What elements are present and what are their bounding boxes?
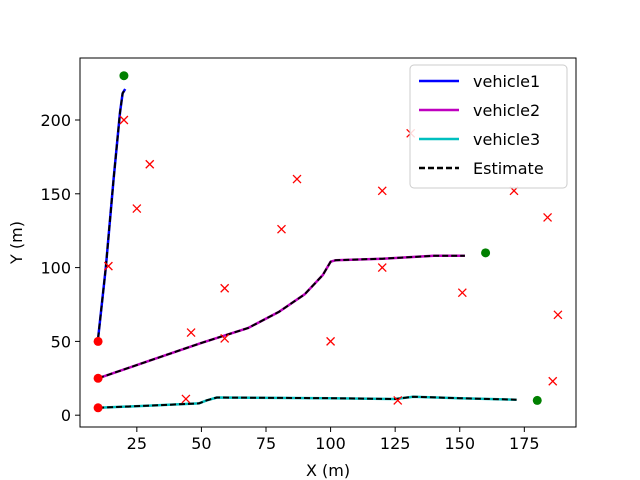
start-point	[93, 403, 103, 413]
goal-point	[119, 71, 129, 81]
goal-point	[532, 395, 542, 405]
estimate-line-vehicle1	[97, 88, 127, 339]
landmark-marker	[457, 288, 467, 298]
landmark-marker	[181, 394, 191, 404]
landmark-marker	[220, 333, 230, 343]
axes: 25 50 75 100 125 150 175 0 50 100 150 200	[40, 111, 539, 453]
landmark-marker	[292, 174, 302, 184]
landmark-stroke	[457, 288, 467, 298]
start-point	[93, 373, 103, 383]
x-tick-label: 75	[256, 434, 276, 453]
landmark-marker	[326, 336, 336, 346]
landmark-stroke	[548, 376, 558, 386]
landmark-marker	[377, 263, 387, 273]
landmark-stroke	[181, 394, 191, 404]
y-tick-label: 0	[61, 406, 71, 425]
landmark-stroke	[132, 204, 142, 214]
y-axis-label: Y (m)	[7, 221, 26, 265]
legend-label-vehicle1: vehicle1	[473, 72, 540, 91]
landmark-marker	[186, 328, 196, 337]
estimate-line-vehicle2	[97, 254, 465, 380]
landmark-marker	[277, 224, 286, 234]
landmark-marker	[393, 395, 403, 405]
y-tick-label: 50	[51, 332, 71, 351]
landmark-stroke	[103, 261, 113, 271]
legend-label-vehicle2: vehicle2	[473, 101, 540, 120]
landmark-stroke	[186, 328, 196, 337]
x-tick-label: 175	[509, 434, 540, 453]
x-tick-label: 125	[380, 434, 411, 453]
landmark-stroke	[553, 310, 563, 320]
y-tick-label: 100	[40, 259, 71, 278]
y-tick-label: 200	[40, 111, 71, 130]
landmark-marker	[553, 310, 563, 320]
x-tick-label: 25	[127, 434, 147, 453]
legend: vehicle1 vehicle2 vehicle3 Estimate	[409, 64, 568, 189]
landmark-marker	[132, 204, 142, 214]
landmark-stroke	[145, 159, 155, 169]
landmark-stroke	[292, 174, 302, 184]
landmark-marker	[103, 261, 113, 271]
x-tick-label: 150	[444, 434, 475, 453]
legend-label-estimate: Estimate	[473, 159, 544, 178]
landmark-stroke	[377, 186, 387, 196]
plot-marks	[93, 71, 563, 413]
x-tick-label: 100	[315, 434, 346, 453]
landmark-stroke	[377, 263, 387, 273]
landmark-marker	[145, 159, 155, 169]
landmark-stroke	[220, 283, 230, 293]
legend-label-vehicle3: vehicle3	[473, 130, 540, 149]
y-tick-label: 150	[40, 185, 71, 204]
landmark-stroke	[277, 224, 286, 234]
landmark-marker	[548, 376, 558, 386]
landmark-stroke	[220, 333, 230, 343]
estimate-line-vehicle3	[98, 395, 517, 409]
legend-box	[409, 64, 568, 189]
goal-point	[481, 248, 491, 258]
landmark-marker	[543, 212, 553, 222]
landmark-marker	[220, 283, 230, 293]
landmark-marker	[119, 115, 129, 125]
landmark-stroke	[119, 115, 129, 125]
landmark-stroke	[393, 395, 403, 405]
plot-frame	[79, 57, 577, 428]
landmark-marker	[377, 186, 387, 196]
start-point	[93, 336, 103, 346]
x-tick-label: 50	[191, 434, 211, 453]
landmark-stroke	[543, 212, 553, 222]
x-axis-label: X (m)	[306, 461, 350, 480]
landmark-stroke	[326, 336, 336, 346]
